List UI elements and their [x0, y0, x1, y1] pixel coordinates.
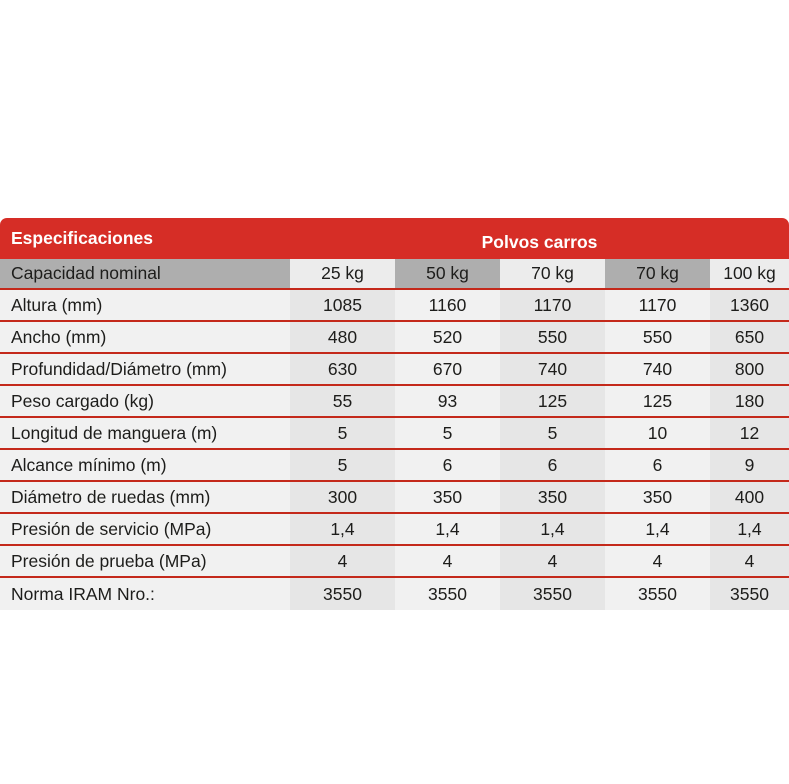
row-value: 4 — [290, 546, 395, 576]
row-value: 740 — [500, 354, 605, 384]
row-label: Presión de prueba (MPa) — [0, 546, 290, 576]
table-row: Altura (mm) 1085 1160 1170 1170 1360 — [0, 290, 789, 322]
row-value: 550 — [500, 322, 605, 352]
table-row: Diámetro de ruedas (mm) 300 350 350 350 400 — [0, 482, 789, 514]
specifications-table: Especificaciones Polvos carros Capacidad… — [0, 218, 789, 610]
row-value: 6 — [395, 450, 500, 480]
row-value: 650 — [710, 322, 789, 352]
row-value: 1,4 — [710, 514, 789, 544]
row-value: 93 — [395, 386, 500, 416]
row-value: 3550 — [605, 578, 710, 610]
table-row: Presión de prueba (MPa) 4 4 4 4 4 — [0, 546, 789, 578]
table-row: Ancho (mm) 480 520 550 550 650 — [0, 322, 789, 354]
capacity-column-header: 50 kg — [395, 259, 500, 288]
row-value: 4 — [500, 546, 605, 576]
row-value: 1,4 — [290, 514, 395, 544]
row-label: Longitud de manguera (m) — [0, 418, 290, 448]
row-value: 125 — [500, 386, 605, 416]
row-value: 125 — [605, 386, 710, 416]
row-value: 4 — [710, 546, 789, 576]
row-value: 55 — [290, 386, 395, 416]
table-row: Presión de servicio (MPa) 1,4 1,4 1,4 1,4 1,4 — [0, 514, 789, 546]
table-header-band: Especificaciones Polvos carros — [0, 218, 789, 259]
row-value: 5 — [500, 418, 605, 448]
row-value: 520 — [395, 322, 500, 352]
row-value: 5 — [290, 450, 395, 480]
row-value: 3550 — [500, 578, 605, 610]
table-row: Profundidad/Diámetro (mm) 630 670 740 740 800 — [0, 354, 789, 386]
row-value: 5 — [290, 418, 395, 448]
row-value: 800 — [710, 354, 789, 384]
row-value: 4 — [605, 546, 710, 576]
table-row: Alcance mínimo (m) 5 6 6 6 9 — [0, 450, 789, 482]
row-label: Norma IRAM Nro.: — [0, 578, 290, 610]
row-value: 3550 — [395, 578, 500, 610]
row-value: 3550 — [710, 578, 789, 610]
row-label: Altura (mm) — [0, 290, 290, 320]
row-value: 4 — [395, 546, 500, 576]
row-value: 1,4 — [605, 514, 710, 544]
capacity-row-label: Capacidad nominal — [0, 259, 290, 288]
row-value: 630 — [290, 354, 395, 384]
row-value: 740 — [605, 354, 710, 384]
capacity-column-header: 70 kg — [605, 259, 710, 288]
row-value: 1,4 — [500, 514, 605, 544]
row-value: 9 — [710, 450, 789, 480]
row-value: 5 — [395, 418, 500, 448]
row-value: 480 — [290, 322, 395, 352]
header-title-especificaciones: Especificaciones — [11, 228, 154, 248]
row-value: 550 — [605, 322, 710, 352]
row-value: 1085 — [290, 290, 395, 320]
capacity-column-header: 70 kg — [500, 259, 605, 288]
table-body: Altura (mm) 1085 1160 1170 1170 1360 Ancho (mm… — [0, 290, 789, 610]
row-value: 670 — [395, 354, 500, 384]
capacity-row: Capacidad nominal 25 kg 50 kg 70 kg 70 kg 10… — [0, 259, 789, 290]
row-value: 300 — [290, 482, 395, 512]
row-value: 1360 — [710, 290, 789, 320]
row-value: 6 — [500, 450, 605, 480]
row-value: 350 — [605, 482, 710, 512]
row-value: 10 — [605, 418, 710, 448]
row-value: 350 — [395, 482, 500, 512]
table-row: Longitud de manguera (m) 5 5 5 10 12 — [0, 418, 789, 450]
row-value: 400 — [710, 482, 789, 512]
row-value: 180 — [710, 386, 789, 416]
row-label: Ancho (mm) — [0, 322, 290, 352]
row-value: 350 — [500, 482, 605, 512]
row-value: 12 — [710, 418, 789, 448]
capacity-column-header: 25 kg — [290, 259, 395, 288]
row-value: 1,4 — [395, 514, 500, 544]
row-label: Peso cargado (kg) — [0, 386, 290, 416]
row-value: 6 — [605, 450, 710, 480]
row-label: Presión de servicio (MPa) — [0, 514, 290, 544]
table-row: Norma IRAM Nro.: 3550 3550 3550 3550 3550 — [0, 578, 789, 610]
row-label: Alcance mínimo (m) — [0, 450, 290, 480]
row-value: 1170 — [500, 290, 605, 320]
capacity-column-header: 100 kg — [710, 259, 789, 288]
table-row: Peso cargado (kg) 55 93 125 125 180 — [0, 386, 789, 418]
row-value: 1170 — [605, 290, 710, 320]
row-value: 1160 — [395, 290, 500, 320]
row-label: Profundidad/Diámetro (mm) — [0, 354, 290, 384]
row-label: Diámetro de ruedas (mm) — [0, 482, 290, 512]
header-title-polvos-carros: Polvos carros — [481, 232, 598, 252]
row-value: 3550 — [290, 578, 395, 610]
